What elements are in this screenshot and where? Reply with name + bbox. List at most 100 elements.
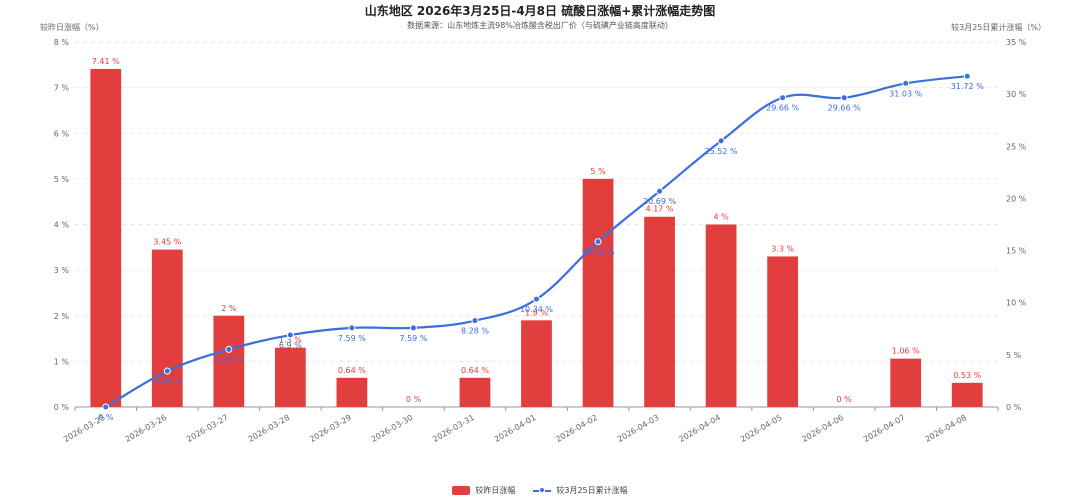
right-tick-label: 25 % bbox=[1006, 142, 1027, 151]
x-tick-label: 2026-04-04 bbox=[677, 413, 722, 444]
left-tick-label: 4 % bbox=[54, 221, 70, 230]
line-point bbox=[286, 331, 294, 339]
line-value-label: 7.59 % bbox=[399, 334, 427, 343]
bar-value-label: 1.9 % bbox=[525, 308, 548, 317]
left-tick-label: 2 % bbox=[54, 312, 70, 321]
left-tick-label: 5 % bbox=[54, 175, 70, 184]
line-value-label: 0 % bbox=[98, 413, 114, 422]
bar-value-label: 4 % bbox=[713, 213, 729, 222]
bar bbox=[90, 68, 122, 407]
legend-bar-label: 较昨日涨幅 bbox=[475, 486, 516, 495]
right-tick-label: 30 % bbox=[1006, 90, 1027, 99]
left-tick-label: 1 % bbox=[54, 357, 70, 366]
x-tick-label: 2026-04-02 bbox=[554, 413, 599, 444]
line-point bbox=[717, 137, 725, 145]
line-point bbox=[902, 79, 910, 87]
legend: 较昨日涨幅 较3月25日累计涨幅 bbox=[0, 485, 1080, 496]
line-point bbox=[225, 345, 233, 353]
left-tick-label: 6 % bbox=[54, 129, 70, 138]
bar-value-label: 1.3 % bbox=[279, 336, 302, 345]
bar-value-label: 0 % bbox=[837, 395, 853, 404]
x-tick-label: 2026-04-07 bbox=[862, 413, 907, 444]
right-tick-label: 0 % bbox=[1006, 403, 1022, 412]
line-value-label: 7.59 % bbox=[338, 334, 366, 343]
line-value-label: 31.03 % bbox=[889, 89, 922, 98]
right-tick-label: 35 % bbox=[1006, 38, 1027, 47]
bar bbox=[767, 256, 799, 407]
line-point bbox=[594, 238, 602, 246]
right-axis-title: 较3月25日累计涨幅（%） bbox=[951, 23, 1046, 32]
legend-line-label: 较3月25日累计涨幅 bbox=[556, 486, 628, 495]
right-tick-label: 5 % bbox=[1006, 351, 1022, 360]
line-value-label: 20.69 % bbox=[643, 197, 676, 206]
line-value-label: 29.66 % bbox=[766, 104, 799, 113]
line-point bbox=[163, 367, 171, 375]
chart-subtitle: 数据来源：山东地炼主流98%冶炼酸含税出厂价（与硫磺产业链高度联动） bbox=[407, 21, 673, 30]
line-point bbox=[963, 72, 971, 80]
bar bbox=[890, 358, 922, 407]
bar-value-label: 0 % bbox=[406, 395, 422, 404]
line-point bbox=[409, 324, 417, 332]
x-tick-label: 2026-04-08 bbox=[923, 413, 968, 444]
bar bbox=[336, 377, 368, 407]
right-tick-label: 15 % bbox=[1006, 247, 1027, 256]
x-tick-label: 2026-03-30 bbox=[370, 413, 415, 444]
line-value-label: 8.28 % bbox=[461, 327, 489, 336]
line-point bbox=[348, 324, 356, 332]
x-tick-label: 2026-03-26 bbox=[124, 413, 169, 444]
bar-value-label: 2 % bbox=[221, 304, 237, 313]
right-tick-label: 10 % bbox=[1006, 299, 1027, 308]
x-tick-label: 2026-03-28 bbox=[247, 413, 292, 444]
bar bbox=[151, 249, 183, 407]
bar bbox=[521, 320, 552, 407]
x-tick-label: 2026-03-25 bbox=[62, 413, 107, 444]
bar bbox=[644, 216, 675, 407]
bar bbox=[582, 178, 614, 407]
bar bbox=[951, 382, 983, 407]
line-point bbox=[471, 317, 479, 325]
line-value-label: 31.72 % bbox=[951, 82, 984, 91]
x-tick-label: 2026-03-31 bbox=[431, 413, 476, 444]
line-point bbox=[533, 295, 540, 303]
cumulative-line bbox=[105, 75, 968, 408]
left-tick-label: 7 % bbox=[54, 84, 70, 93]
line-value-label: 6.9 % bbox=[279, 341, 302, 350]
line-value-label: 15.86 % bbox=[582, 248, 615, 257]
bar-value-label: 3.45 % bbox=[153, 238, 181, 247]
x-tick-label: 2026-04-06 bbox=[800, 413, 845, 444]
bar bbox=[705, 224, 737, 407]
x-tick-label: 2026-04-01 bbox=[493, 413, 538, 444]
line-value-label: 25.52 % bbox=[705, 147, 738, 156]
bar-value-label: 4.17 % bbox=[646, 205, 674, 214]
bar bbox=[274, 347, 306, 407]
line-value-label: 10.34 % bbox=[520, 305, 553, 314]
line-point bbox=[656, 187, 664, 195]
bar-value-label: 0.64 % bbox=[338, 366, 366, 375]
bar-value-label: 3.3 % bbox=[771, 244, 794, 253]
bar-value-label: 7.41 % bbox=[92, 57, 120, 66]
line-point bbox=[779, 94, 787, 102]
legend-bar-swatch bbox=[452, 486, 471, 495]
bar-value-label: 0.64 % bbox=[461, 366, 489, 375]
left-tick-label: 3 % bbox=[54, 266, 70, 275]
legend-line-swatch bbox=[533, 486, 552, 495]
right-tick-label: 20 % bbox=[1006, 194, 1027, 203]
bar-value-label: 1.06 % bbox=[892, 347, 920, 356]
x-tick-label: 2026-03-29 bbox=[308, 413, 353, 444]
bar bbox=[213, 315, 245, 407]
legend-item-bar[interactable]: 较昨日涨幅 bbox=[452, 485, 515, 496]
chart-title: 山东地区 2026年3月25日-4月8日 硫酸日涨幅+累计涨幅走势图 bbox=[364, 4, 716, 18]
x-tick-label: 2026-04-03 bbox=[616, 413, 661, 444]
legend-item-line[interactable]: 较3月25日累计涨幅 bbox=[533, 485, 628, 496]
x-tick-label: 2026-03-27 bbox=[185, 413, 230, 444]
left-tick-label: 0 % bbox=[54, 403, 70, 412]
line-point bbox=[102, 403, 110, 411]
line-value-label: 3.45 % bbox=[153, 377, 181, 386]
line-point bbox=[840, 94, 848, 102]
x-tick-label: 2026-04-05 bbox=[739, 413, 784, 444]
line-value-label: 29.66 % bbox=[828, 104, 861, 113]
left-tick-label: 8 % bbox=[54, 38, 70, 47]
bar-value-label: 5 % bbox=[590, 167, 606, 176]
bar-value-label: 0.53 % bbox=[953, 371, 981, 380]
left-axis-title: 较昨日涨幅（%） bbox=[40, 23, 104, 32]
